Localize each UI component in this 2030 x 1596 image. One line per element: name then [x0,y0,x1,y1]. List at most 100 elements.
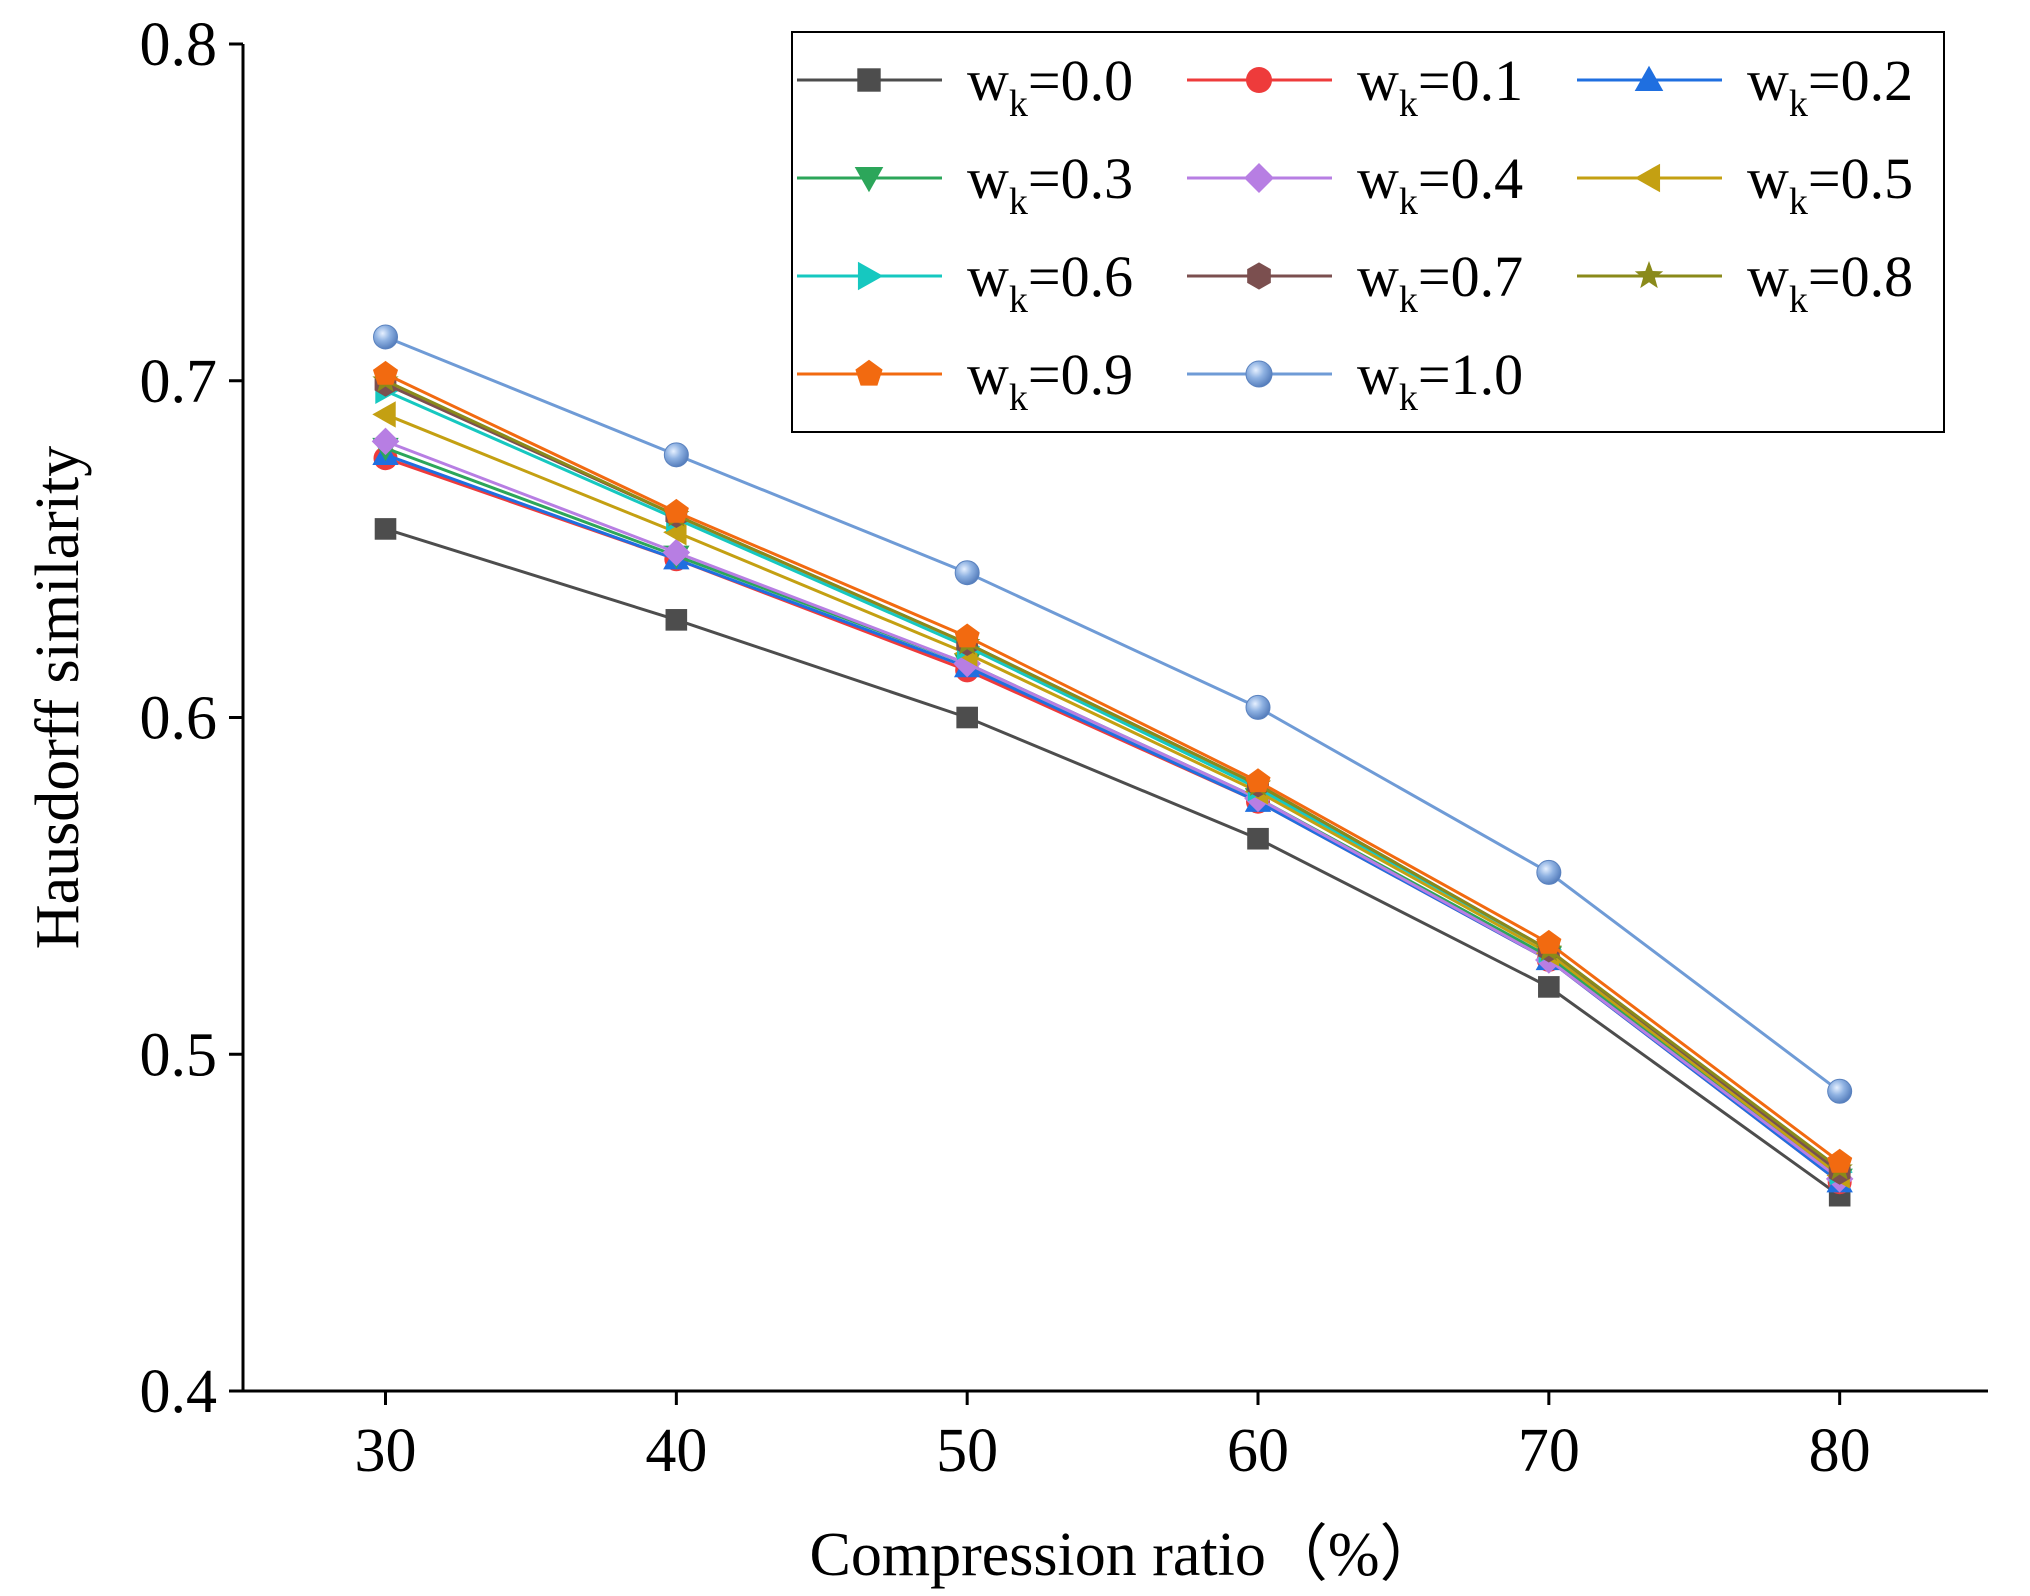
legend-label-main: w [967,342,1009,407]
y-tick-label: 0.8 [140,11,218,79]
legend-label-sub: k [1009,83,1028,125]
series-layer [371,324,1854,1207]
legend-label-main: w [967,48,1009,113]
legend-label: wk=0.6 [967,244,1133,321]
legend-label-sub: k [1399,377,1418,419]
series-line [385,453,1841,1184]
x-tick-label: 60 [1227,1417,1289,1485]
legend-label-main: w [1357,48,1399,113]
y-tick-label: 0.7 [140,348,218,416]
series-10 [373,324,1853,1104]
series-9 [372,360,1853,1173]
legend-marker [855,359,883,386]
legend-item: wk=0.1 [1187,48,1523,125]
legend-marker [1247,262,1271,290]
legend-item: wk=0.2 [1577,48,1913,125]
legend-label-main: w [1747,146,1789,211]
legend-label-sub: k [1789,181,1808,223]
legend-label-sub: k [1009,181,1028,223]
legend-marker [1634,65,1664,92]
legend-label: wk=0.2 [1747,48,1913,125]
legend-marker [1634,163,1661,193]
series-5 [372,401,1850,1189]
y-tick-label: 0.6 [140,685,218,753]
series-8 [372,366,1853,1180]
data-point [954,560,980,586]
legend-item: wk=0.5 [1577,146,1913,223]
legend: wk=0.0 wk=0.1 wk=0.2wk=0.3 wk=0.4 wk=0.5wk=0… [791,31,1945,433]
data-point [1538,976,1560,998]
legend-label: wk=0.5 [1747,146,1913,223]
legend-label: wk=0.7 [1357,244,1523,321]
data-point [372,360,399,385]
legend-label-main: w [1747,48,1789,113]
legend-label-main: w [1747,244,1789,309]
series-2 [372,441,1853,1193]
legend-label: wk=0.4 [1357,146,1523,223]
legend-label-value: =0.3 [1028,146,1133,211]
data-point [1245,694,1271,720]
series-line [385,456,1841,1184]
legend-label-value: =0.2 [1808,48,1913,113]
y-axis-title: Hausdorff similarity [24,446,92,949]
legend-marker [854,166,884,193]
legend-marker [1634,261,1664,289]
data-point [663,519,687,546]
legend-label: wk=1.0 [1357,342,1523,419]
data-point [1245,768,1271,793]
legend-label: wk=0.8 [1747,244,1913,321]
series-line [384,446,1841,1181]
data-point [1827,1078,1853,1104]
data-point [663,442,689,468]
legend-item: wk=0.3 [797,146,1133,223]
legend-label-value: =0.5 [1808,146,1913,211]
data-point [373,324,399,350]
legend-label-value: =0.6 [1028,244,1133,309]
legend-label-sub: k [1789,279,1808,321]
legend-item: wk=0.8 [1577,244,1913,321]
data-point [1247,827,1269,850]
series-line [384,335,1841,1093]
data-point [1536,859,1562,885]
legend-label-main: w [1357,342,1399,407]
legend-label: wk=0.9 [967,342,1133,419]
x-axis-title: Compression ratio（%） [810,1521,1442,1589]
legend-box [791,31,1945,433]
legend-label-main: w [1357,244,1399,309]
data-point [371,427,400,456]
legend-label-value: =1.0 [1418,342,1523,407]
x-tick-label: 30 [355,1417,417,1485]
legend-label: wk=0.1 [1357,48,1523,125]
legend-label-sub: k [1009,279,1028,321]
legend-label-value: =0.9 [1028,342,1133,407]
data-point [374,518,397,540]
data-point [956,706,978,729]
legend-label-sub: k [1399,181,1418,223]
legend-marker [857,68,881,92]
series-3 [372,437,1853,1193]
legend-marker [857,261,884,291]
data-point [662,538,691,567]
legend-label-main: w [967,146,1009,211]
series-0 [374,518,1851,1207]
data-point [954,623,980,648]
axes: 0.4 0.5 0.6 0.7 0.8 30 40 50 60 70 80 [140,11,1988,1485]
series-line [384,372,1841,1164]
legend-label-value: =0.1 [1418,48,1523,113]
legend-label-sub: k [1399,279,1418,321]
x-tick-label: 50 [936,1417,998,1485]
data-point [665,609,688,631]
series-line [384,379,1841,1170]
legend-item: wk=0.9 [797,342,1133,419]
data-point [1536,929,1562,954]
series-line [385,527,1841,1197]
y-tick-label: 0.4 [140,1358,218,1426]
series-line [384,389,1841,1174]
legend-label: wk=0.3 [967,146,1133,223]
data-point [1827,1148,1853,1173]
legend-label-main: w [1357,146,1399,211]
series-4 [371,427,1854,1193]
legend-item: wk=0.7 [1187,244,1523,321]
legend-label-sub: k [1789,83,1808,125]
